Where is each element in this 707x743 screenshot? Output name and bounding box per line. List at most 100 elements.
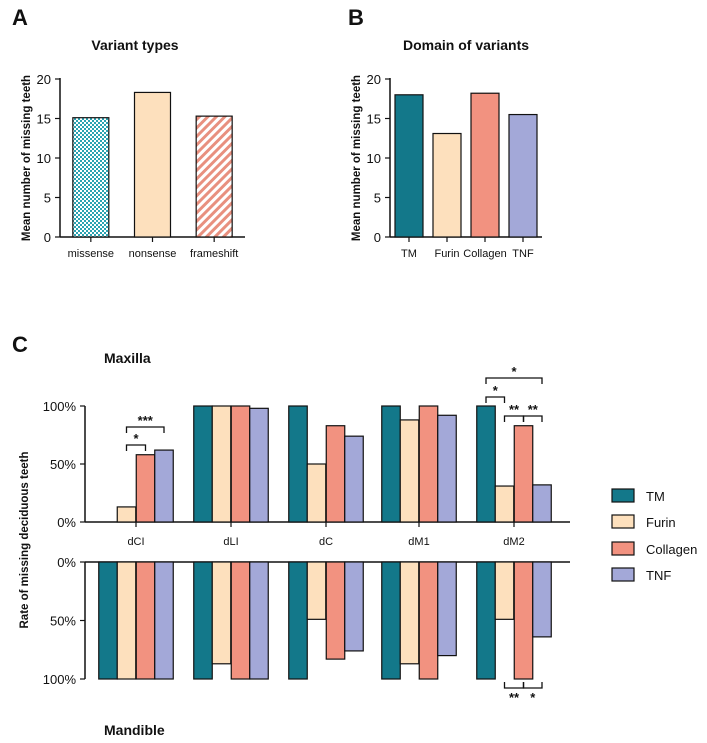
legend-label-TM: TM xyxy=(646,489,665,504)
chart-title: Variant types xyxy=(91,37,178,53)
significance-bracket-maxilla xyxy=(125,444,147,451)
y-axis-label: Mean number of missing teeth xyxy=(21,75,33,241)
x-tick-label: nonsense xyxy=(129,248,177,260)
y-tick-label: 0 xyxy=(44,230,51,245)
bar-maxilla-Collagen xyxy=(418,405,439,523)
y-tick-label: 10 xyxy=(37,151,51,166)
bar-mandible-TM xyxy=(476,561,496,680)
bar-mandible-Collagen xyxy=(325,561,346,660)
bar-TM xyxy=(394,94,424,238)
bar-maxilla-Collagen xyxy=(135,454,156,523)
bar-TNF xyxy=(508,113,538,238)
panel-a-chart: Variant types Mean number of missing teet… xyxy=(21,37,245,260)
bar-maxilla-TNF xyxy=(532,484,552,523)
bar-mandible-TM xyxy=(98,561,118,680)
y-tick-label-top: 100% xyxy=(43,399,77,414)
bar-Furin xyxy=(432,132,462,238)
y-tick-label: 10 xyxy=(367,151,381,166)
significance-label-maxilla: * xyxy=(493,383,499,398)
y-tick-label-top: 50% xyxy=(50,457,76,472)
bar-mandible-TNF xyxy=(249,561,269,680)
y-axis-label: Rate of missing deciduous teeth xyxy=(19,452,31,629)
bar-mandible-TM xyxy=(288,561,308,680)
bar-maxilla-Furin xyxy=(494,485,515,523)
x-tick-label: dM2 xyxy=(503,536,524,548)
significance-label-maxilla: * xyxy=(511,364,517,379)
panel-c-chart: Maxilla Mandible Rate of missing deciduous… xyxy=(19,350,697,738)
y-tick-label: 15 xyxy=(37,112,51,127)
bar-Collagen xyxy=(470,92,500,238)
bar-mandible-Collagen xyxy=(418,561,439,680)
bar-mandible-Furin xyxy=(306,561,327,620)
x-tick-label: TNF xyxy=(512,248,534,260)
bar-mandible-TNF xyxy=(437,561,457,657)
bar-maxilla-Furin xyxy=(399,419,420,523)
significance-label-mandible: * xyxy=(530,690,536,705)
significance-label-maxilla: ** xyxy=(509,402,520,417)
significance-label-maxilla: * xyxy=(133,431,139,446)
legend-swatch-TNF xyxy=(611,567,635,582)
legend-label-Collagen: Collagen xyxy=(646,542,697,557)
legend-swatch-TM xyxy=(611,488,635,503)
panel-label-b: B xyxy=(348,5,364,30)
y-tick-label-bottom: 0% xyxy=(57,555,76,570)
bar-maxilla-TM xyxy=(193,405,213,523)
y-tick-label: 5 xyxy=(44,191,51,206)
x-tick-label: Furin xyxy=(434,248,459,260)
x-tick-label: TM xyxy=(401,248,417,260)
bar-maxilla-TM xyxy=(381,405,401,523)
bar-maxilla-TM xyxy=(288,405,308,523)
y-tick-label: 15 xyxy=(367,112,381,127)
x-tick-label: dC xyxy=(319,536,333,548)
panel-b-chart: Domain of variants Mean number of missing… xyxy=(351,37,542,260)
bar-mandible-Collagen xyxy=(513,561,534,680)
bar-mandible-TNF xyxy=(532,561,552,638)
y-tick-label: 5 xyxy=(374,191,381,206)
bar-missense xyxy=(72,117,110,238)
y-tick-label: 20 xyxy=(367,72,381,87)
bar-maxilla-Collagen xyxy=(325,425,346,523)
bar-maxilla-TNF xyxy=(154,449,174,523)
bar-mandible-TNF xyxy=(344,561,364,652)
bar-mandible-Furin xyxy=(211,561,232,665)
x-tick-label: dCI xyxy=(127,536,144,548)
x-tick-label: frameshift xyxy=(190,248,238,260)
bar-mandible-Collagen xyxy=(230,561,251,680)
bar-maxilla-TM xyxy=(476,405,496,523)
chart-title: Domain of variants xyxy=(403,37,529,53)
bar-maxilla-TNF xyxy=(437,414,457,523)
y-tick-label: 20 xyxy=(37,72,51,87)
bar-maxilla-Furin xyxy=(211,405,232,523)
x-tick-label: dLI xyxy=(223,536,238,548)
significance-bracket-mandible xyxy=(503,682,525,689)
significance-label-maxilla: ** xyxy=(528,402,539,417)
bar-mandible-TM xyxy=(381,561,401,680)
bar-mandible-TNF xyxy=(154,561,174,680)
bar-nonsense xyxy=(133,91,172,238)
significance-bracket-maxilla xyxy=(485,396,506,403)
y-tick-label-top: 0% xyxy=(57,515,76,530)
panel-label-a: A xyxy=(12,5,28,30)
significance-label-mandible: ** xyxy=(509,690,520,705)
significance-bracket-maxilla xyxy=(522,415,543,422)
legend-swatch-Collagen xyxy=(611,541,635,556)
bar-maxilla-Furin xyxy=(116,506,137,523)
x-tick-label: dM1 xyxy=(408,536,429,548)
bar-maxilla-TNF xyxy=(249,407,269,523)
significance-bracket-mandible xyxy=(522,682,543,689)
mandible-title: Mandible xyxy=(104,722,165,738)
bar-mandible-Furin xyxy=(116,561,137,680)
bar-mandible-TM xyxy=(193,561,213,680)
y-tick-label-bottom: 100% xyxy=(43,672,77,687)
bar-maxilla-TNF xyxy=(344,435,364,523)
legend-label-Furin: Furin xyxy=(646,515,676,530)
significance-bracket-maxilla xyxy=(125,426,165,433)
maxilla-title: Maxilla xyxy=(104,350,151,366)
x-tick-label: Collagen xyxy=(463,248,506,260)
bar-maxilla-Furin xyxy=(306,463,327,523)
bar-mandible-Furin xyxy=(399,561,420,665)
y-axis-label: Mean number of missing teeth xyxy=(351,75,363,241)
bar-maxilla-Collagen xyxy=(230,405,251,523)
bar-mandible-Collagen xyxy=(135,561,156,680)
